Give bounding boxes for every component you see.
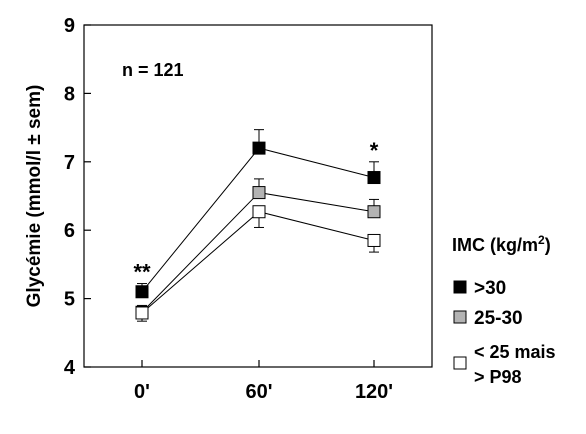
legend-item: >30 [453,278,506,299]
y-tick-label: 5 [64,289,75,311]
x-tick-label: 0' [134,381,150,403]
data-point [367,171,381,185]
y-axis-label: Glycémie (mmol/l ± sem) [24,85,45,308]
x-tick-label: 60' [245,381,272,403]
significance-marker: * [370,138,379,163]
x-axis: 0' 60' 120' [134,360,393,403]
series-points [135,141,381,320]
data-point [367,233,381,247]
significance-markers: *** [133,138,378,285]
y-tick-label: 9 [64,15,75,37]
y-tick-label: 6 [64,220,75,242]
y-tick-label: 8 [64,83,75,105]
series-lines [141,147,375,314]
plot-frame [83,24,433,368]
legend-label: < 25 mais [474,342,556,362]
legend-item: 25-30 [453,308,523,329]
legend-label: > P98 [474,367,522,387]
y-tick-label: 4 [64,357,76,379]
y-axis: 4 5 6 7 8 9 [64,15,91,379]
legend-title-main: IMC (kg/m [452,235,538,255]
y-tick-label: 7 [64,152,75,174]
legend: >30 25-30 < 25 mais > P98 [453,278,556,387]
legend-swatch [453,310,467,324]
x-tick-label: 120' [355,381,393,403]
series-line [141,147,375,293]
legend-swatch [453,356,467,370]
sample-size-annotation: n = 121 [122,60,184,80]
series-line [141,211,375,314]
error-bars [137,129,379,322]
data-point [367,205,381,219]
data-point [252,141,266,155]
series-layer [135,129,381,322]
data-point [135,285,149,299]
legend-title-superscript: 2 [538,233,545,247]
legend-item: < 25 mais > P98 [453,342,556,387]
legend-swatch [453,280,467,294]
data-point [252,186,266,200]
legend-title-close: ) [545,235,551,255]
legend-label: >30 [474,278,506,299]
legend-title: IMC (kg/m2) [452,233,551,255]
legend-label: 25-30 [474,308,523,329]
data-point [252,205,266,219]
significance-marker: ** [133,260,151,285]
data-point [135,306,149,320]
